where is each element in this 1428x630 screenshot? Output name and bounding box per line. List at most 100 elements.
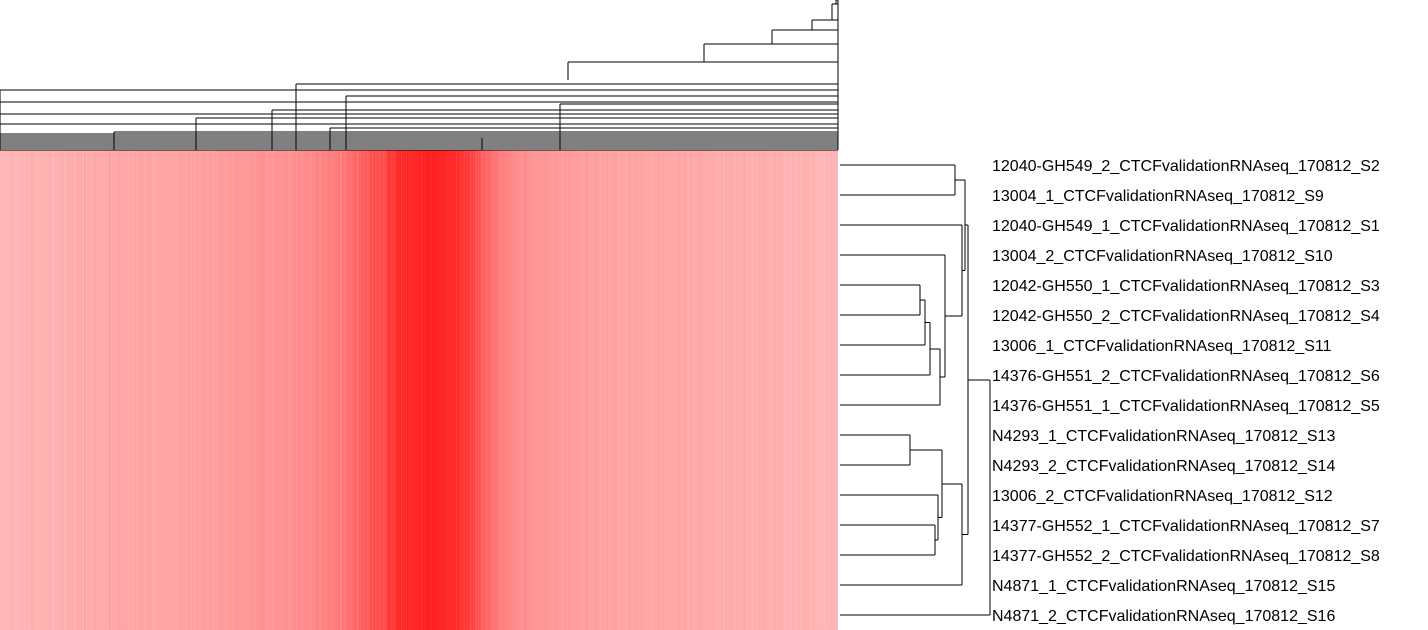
heatmap-column (748, 150, 749, 630)
heatmap-column (468, 150, 469, 630)
heatmap-column (374, 150, 375, 630)
heatmap-column (21, 150, 22, 630)
row-label: 13004_1_CTCFvalidationRNAseq_170812_S9 (992, 188, 1324, 205)
heatmap-column (128, 150, 129, 630)
heatmap-column (594, 150, 595, 630)
heatmap-column (518, 150, 519, 630)
heatmap-column (325, 150, 326, 630)
heatmap-column (104, 150, 105, 630)
heatmap-column (527, 150, 528, 630)
heatmap-column (255, 150, 256, 630)
heatmap-column (615, 150, 616, 630)
heatmap-column (186, 150, 187, 630)
heatmap-column (701, 150, 702, 630)
heatmap-column (715, 150, 716, 630)
heatmap-column (358, 150, 359, 630)
heatmap-column (530, 150, 531, 630)
heatmap-column (785, 150, 786, 630)
heatmap-column (552, 150, 553, 630)
heatmap-column (71, 150, 72, 630)
heatmap-column (525, 150, 526, 630)
heatmap-column (259, 150, 260, 630)
row-label: 14376-GH551_1_CTCFvalidationRNAseq_17081… (992, 398, 1380, 415)
heatmap-column (459, 150, 460, 630)
heatmap-column (72, 150, 73, 630)
heatmap-column (671, 150, 672, 630)
heatmap-column (217, 150, 218, 630)
heatmap-column (569, 150, 570, 630)
heatmap-column (78, 150, 79, 630)
heatmap-column (639, 150, 640, 630)
heatmap-column (531, 150, 532, 630)
heatmap-column (297, 150, 298, 630)
heatmap-column (311, 150, 312, 630)
heatmap-column (565, 150, 566, 630)
heatmap-column (361, 150, 362, 630)
heatmap-column (249, 150, 250, 630)
heatmap-column (92, 150, 93, 630)
heatmap-column (551, 150, 552, 630)
heatmap-column (562, 150, 563, 630)
heatmap-column (407, 150, 408, 630)
heatmap-column (546, 150, 547, 630)
heatmap-column (722, 150, 723, 630)
heatmap-column (246, 150, 247, 630)
heatmap-column (181, 150, 182, 630)
heatmap-column (60, 150, 61, 630)
heatmap-column (431, 150, 432, 630)
row-label: N4871_1_CTCFvalidationRNAseq_170812_S15 (992, 578, 1335, 595)
heatmap-column (24, 150, 25, 630)
heatmap-column (384, 150, 385, 630)
heatmap-column (176, 150, 177, 630)
row-label: 12042-GH550_1_CTCFvalidationRNAseq_17081… (992, 278, 1380, 295)
heatmap-column (285, 150, 286, 630)
heatmap-column (109, 150, 110, 630)
heatmap-column (488, 150, 489, 630)
heatmap-column (489, 150, 490, 630)
heatmap-column (739, 150, 740, 630)
heatmap-column (41, 150, 42, 630)
heatmap-column (769, 150, 770, 630)
heatmap-column (703, 150, 704, 630)
heatmap-column (672, 150, 673, 630)
heatmap-column (44, 150, 45, 630)
heatmap-column (642, 150, 643, 630)
heatmap-column (767, 150, 768, 630)
heatmap-column (570, 150, 571, 630)
heatmap-column (643, 150, 644, 630)
heatmap-column (478, 150, 479, 630)
heatmap-column (438, 150, 439, 630)
heatmap-column (771, 150, 772, 630)
heatmap-column (220, 150, 221, 630)
heatmap-column (387, 150, 388, 630)
heatmap-column (251, 150, 252, 630)
heatmap-column (654, 150, 655, 630)
heatmap-column (632, 150, 633, 630)
heatmap-column (2, 150, 3, 630)
heatmap-column (191, 150, 192, 630)
heatmap-column (155, 150, 156, 630)
heatmap-column (236, 150, 237, 630)
heatmap-column (226, 150, 227, 630)
heatmap-column (192, 150, 193, 630)
heatmap-column (724, 150, 725, 630)
heatmap-column (437, 150, 438, 630)
heatmap-column (152, 150, 153, 630)
heatmap-column (779, 150, 780, 630)
heatmap-column (98, 150, 99, 630)
heatmap-column (718, 150, 719, 630)
heatmap-column (312, 150, 313, 630)
heatmap-column (367, 150, 368, 630)
heatmap-column (819, 150, 820, 630)
heatmap-column (586, 150, 587, 630)
heatmap-column (295, 150, 296, 630)
heatmap-column (316, 150, 317, 630)
heatmap-column (185, 150, 186, 630)
heatmap-column (105, 150, 106, 630)
heatmap-column (689, 150, 690, 630)
heatmap-column (593, 150, 594, 630)
heatmap-column (709, 150, 710, 630)
heatmap-column (584, 150, 585, 630)
heatmap-column (260, 150, 261, 630)
heatmap-column (117, 150, 118, 630)
